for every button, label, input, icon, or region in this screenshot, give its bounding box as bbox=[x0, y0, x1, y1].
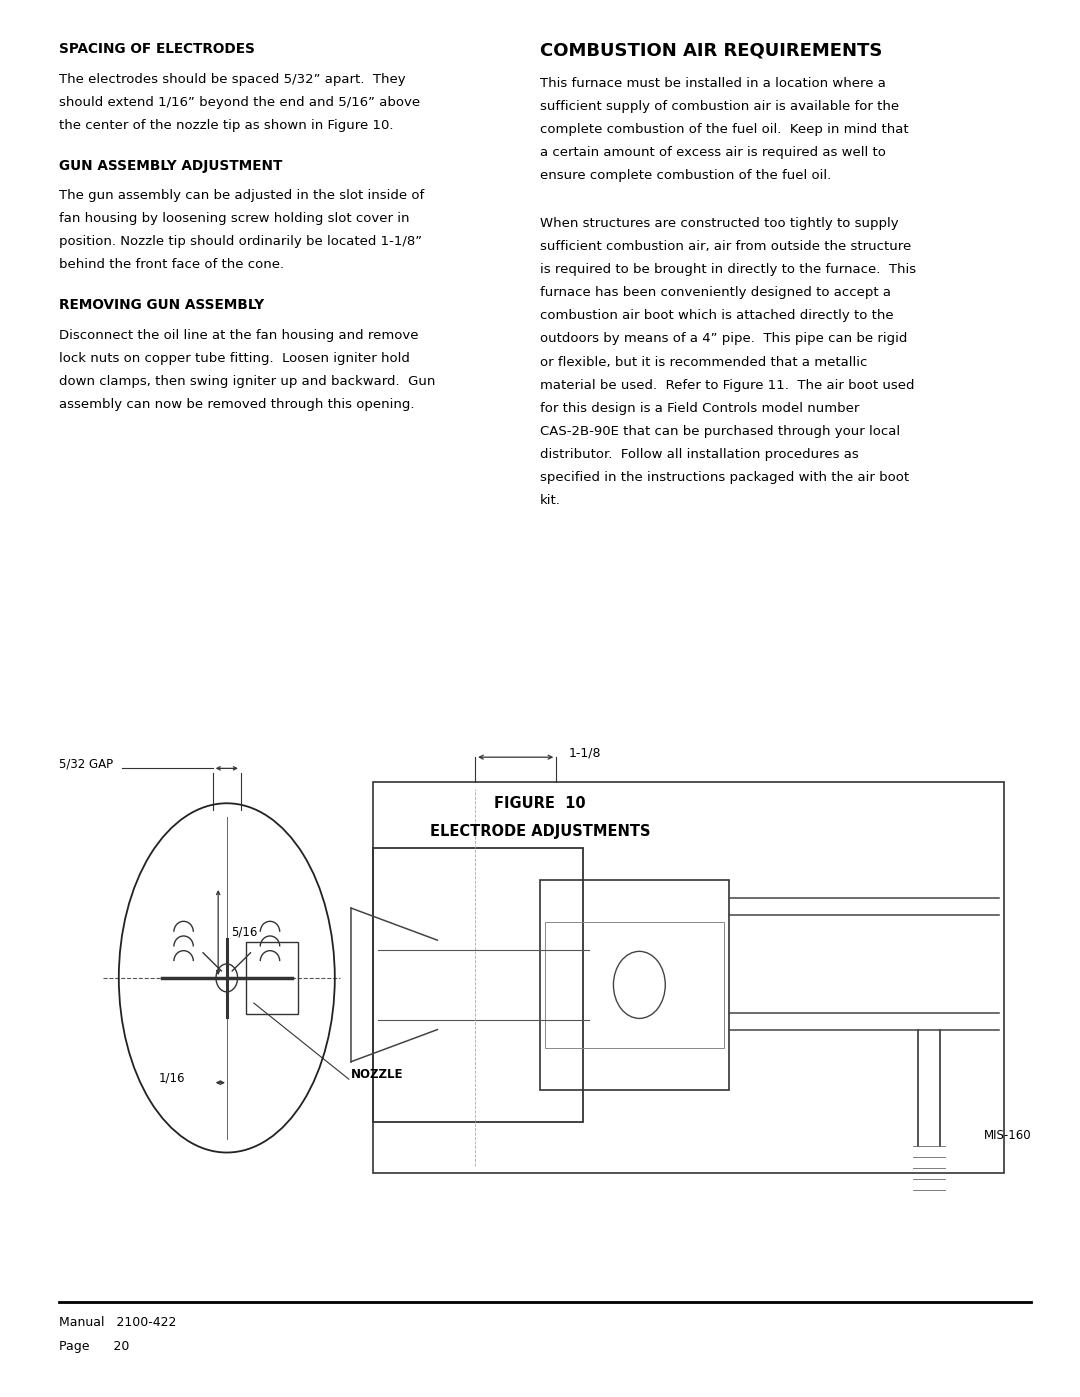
Text: 1-1/8: 1-1/8 bbox=[569, 746, 602, 760]
Bar bbox=[540, 880, 729, 1090]
Bar bbox=[373, 782, 1004, 1173]
Text: Manual   2100-422: Manual 2100-422 bbox=[59, 1316, 177, 1329]
Text: for this design is a Field Controls model number: for this design is a Field Controls mode… bbox=[540, 401, 860, 415]
Text: 1/16: 1/16 bbox=[159, 1071, 186, 1085]
Text: GUN ASSEMBLY ADJUSTMENT: GUN ASSEMBLY ADJUSTMENT bbox=[59, 158, 283, 173]
Text: down clamps, then swing igniter up and backward.  Gun: down clamps, then swing igniter up and b… bbox=[59, 374, 435, 388]
Text: 5/16: 5/16 bbox=[231, 926, 257, 939]
Text: When structures are constructed too tightly to supply: When structures are constructed too tigh… bbox=[540, 217, 899, 231]
Text: ELECTRODE ADJUSTMENTS: ELECTRODE ADJUSTMENTS bbox=[430, 824, 650, 840]
Text: sufficient supply of combustion air is available for the: sufficient supply of combustion air is a… bbox=[540, 101, 900, 113]
Text: material be used.  Refer to Figure 11.  The air boot used: material be used. Refer to Figure 11. Th… bbox=[540, 379, 915, 391]
Text: ensure complete combustion of the fuel oil.: ensure complete combustion of the fuel o… bbox=[540, 169, 832, 182]
Text: is required to be brought in directly to the furnace.  This: is required to be brought in directly to… bbox=[540, 263, 916, 277]
Text: NOZZLE: NOZZLE bbox=[351, 1069, 404, 1081]
Bar bbox=[373, 848, 583, 1122]
Text: The gun assembly can be adjusted in the slot inside of: The gun assembly can be adjusted in the … bbox=[59, 190, 424, 203]
Text: REMOVING GUN ASSEMBLY: REMOVING GUN ASSEMBLY bbox=[59, 298, 265, 313]
Text: fan housing by loosening screw holding slot cover in: fan housing by loosening screw holding s… bbox=[59, 212, 410, 225]
Text: behind the front face of the cone.: behind the front face of the cone. bbox=[59, 258, 284, 271]
Text: position. Nozzle tip should ordinarily be located 1-1/8”: position. Nozzle tip should ordinarily b… bbox=[59, 235, 422, 249]
Text: sufficient combustion air, air from outside the structure: sufficient combustion air, air from outs… bbox=[540, 240, 912, 253]
Text: specified in the instructions packaged with the air boot: specified in the instructions packaged w… bbox=[540, 471, 909, 483]
Text: combustion air boot which is attached directly to the: combustion air boot which is attached di… bbox=[540, 309, 893, 323]
Text: outdoors by means of a 4” pipe.  This pipe can be rigid: outdoors by means of a 4” pipe. This pip… bbox=[540, 332, 907, 345]
Bar bbox=[246, 942, 298, 1014]
Text: lock nuts on copper tube fitting.  Loosen igniter hold: lock nuts on copper tube fitting. Loosen… bbox=[59, 352, 410, 365]
Text: Disconnect the oil line at the fan housing and remove: Disconnect the oil line at the fan housi… bbox=[59, 328, 419, 342]
Text: CAS-2B-90E that can be purchased through your local: CAS-2B-90E that can be purchased through… bbox=[540, 425, 900, 437]
Text: the center of the nozzle tip as shown in Figure 10.: the center of the nozzle tip as shown in… bbox=[59, 119, 394, 131]
Text: distributor.  Follow all installation procedures as: distributor. Follow all installation pro… bbox=[540, 447, 859, 461]
Bar bbox=[545, 922, 724, 1048]
Text: COMBUSTION AIR REQUIREMENTS: COMBUSTION AIR REQUIREMENTS bbox=[540, 42, 882, 60]
Text: SPACING OF ELECTRODES: SPACING OF ELECTRODES bbox=[59, 42, 255, 56]
Text: or flexible, but it is recommended that a metallic: or flexible, but it is recommended that … bbox=[540, 355, 867, 369]
Text: The electrodes should be spaced 5/32” apart.  They: The electrodes should be spaced 5/32” ap… bbox=[59, 73, 406, 85]
Text: a certain amount of excess air is required as well to: a certain amount of excess air is requir… bbox=[540, 147, 886, 159]
Text: should extend 1/16” beyond the end and 5/16” above: should extend 1/16” beyond the end and 5… bbox=[59, 96, 420, 109]
Text: This furnace must be installed in a location where a: This furnace must be installed in a loca… bbox=[540, 77, 886, 89]
Text: MIS-160: MIS-160 bbox=[984, 1129, 1031, 1141]
Text: Page      20: Page 20 bbox=[59, 1340, 130, 1352]
Text: kit.: kit. bbox=[540, 493, 561, 507]
Text: FIGURE  10: FIGURE 10 bbox=[495, 796, 585, 812]
Text: complete combustion of the fuel oil.  Keep in mind that: complete combustion of the fuel oil. Kee… bbox=[540, 123, 908, 136]
Text: 5/32 GAP: 5/32 GAP bbox=[59, 757, 113, 771]
Text: assembly can now be removed through this opening.: assembly can now be removed through this… bbox=[59, 398, 415, 411]
Text: furnace has been conveniently designed to accept a: furnace has been conveniently designed t… bbox=[540, 286, 891, 299]
